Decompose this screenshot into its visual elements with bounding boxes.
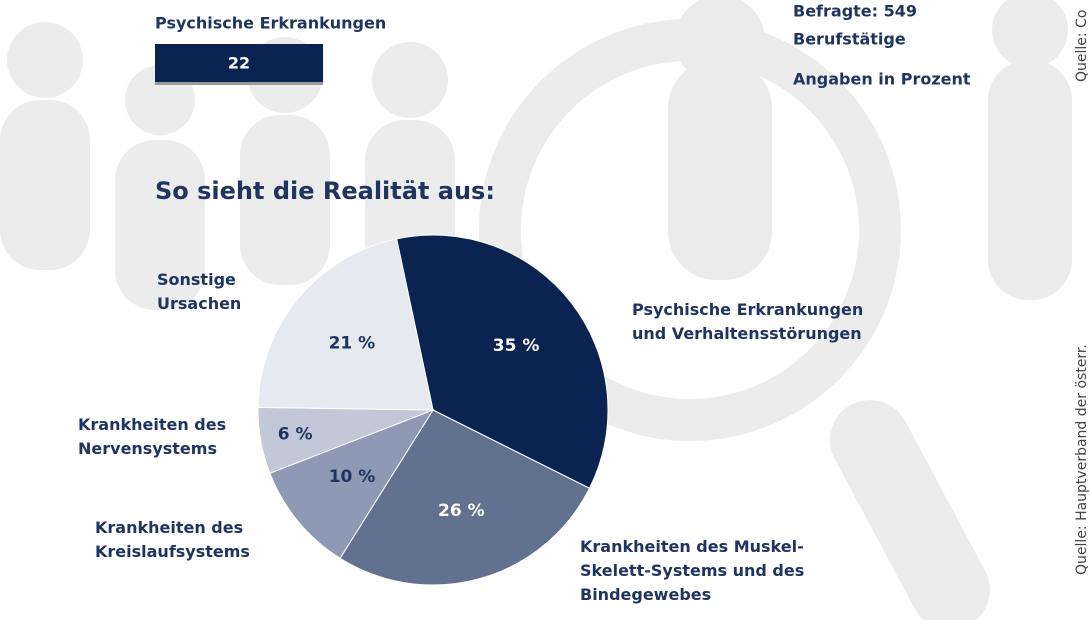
slice-label: 6 % bbox=[278, 425, 313, 445]
bar-value-label: 22 bbox=[228, 54, 250, 73]
category-label: Sonstige Ursachen bbox=[157, 268, 267, 316]
category-label: Psychische Erkrankungen und Verhaltensst… bbox=[632, 298, 872, 346]
category-label: Krankheiten des Muskel-Skelett-Systems u… bbox=[580, 535, 830, 607]
chart-title: So sieht die Realität aus: bbox=[155, 177, 495, 205]
info-respondents: Befragte: 549 bbox=[793, 2, 917, 21]
info-unit: Angaben in Prozent bbox=[793, 70, 971, 89]
source: Quelle: Hauptverband der österr. bbox=[1074, 344, 1090, 575]
slice-label: 10 % bbox=[329, 467, 376, 487]
magnifier-handle bbox=[870, 440, 950, 590]
info-group: Berufstätige bbox=[793, 30, 906, 49]
bar-label: Psychische Erkrankungen bbox=[155, 14, 386, 33]
source: Quelle: Co bbox=[1074, 10, 1090, 82]
page: Psychische Erkrankungen Befragte: 549 Be… bbox=[0, 0, 1091, 620]
slice-label: 26 % bbox=[438, 501, 485, 521]
slice-label: 35 % bbox=[493, 336, 540, 356]
category-label: Krankheiten des Nervensystems bbox=[78, 413, 238, 461]
slice-label: 21 % bbox=[329, 333, 376, 353]
category-label: Krankheiten des Kreislaufsystems bbox=[95, 516, 265, 564]
